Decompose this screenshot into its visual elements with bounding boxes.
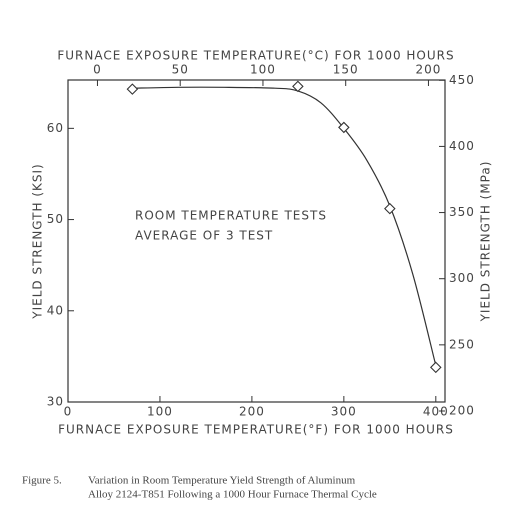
y2-tick-label: 300 — [449, 271, 475, 285]
y2-tick-label: 450 — [449, 73, 475, 87]
x-tick-label: 0 — [64, 405, 73, 419]
data-point — [292, 80, 304, 93]
y-tick-label: 30 — [47, 395, 64, 409]
caption-text: Variation in Room Temperature Yield Stre… — [88, 475, 356, 487]
x2-tick-label: 50 — [172, 63, 189, 77]
y2-tick-label: 350 — [449, 205, 475, 219]
y-tick-label: 40 — [47, 303, 64, 317]
annotation: AVERAGE OF 3 TEST — [135, 229, 273, 243]
y-tick-label: 60 — [47, 121, 64, 135]
data-point — [126, 83, 139, 95]
y2-axis-title: YIELD STRENGTH (MPa) — [479, 161, 493, 323]
data-point — [430, 361, 442, 374]
caption-label: Figure 5. — [22, 475, 62, 487]
y2-tick-label: 250 — [449, 337, 475, 351]
plot-frame — [67, 79, 446, 403]
caption-text: Alloy 2124-T851 Following a 1000 Hour Fu… — [88, 489, 377, 501]
y2-tick-label: 400 — [449, 139, 475, 153]
y-tick-label: 50 — [47, 212, 64, 226]
fit-curve — [132, 86, 437, 366]
x-tick-label: 300 — [331, 405, 357, 419]
data-point — [338, 121, 350, 134]
x2-tick-label: 0 — [93, 63, 102, 77]
x-tick-label: 200 — [239, 405, 265, 419]
x-tick-label: 100 — [147, 405, 173, 419]
y-axis-title: YIELD STRENGTH (KSI) — [31, 163, 45, 319]
data-point — [384, 202, 396, 215]
x-axis-title: FURNACE EXPOSURE TEMPERATURE(°F) FOR 100… — [58, 423, 454, 437]
x-tick-label: 400 — [423, 405, 449, 419]
x2-tick-label: 150 — [333, 63, 359, 77]
x2-tick-label: 100 — [250, 63, 276, 77]
x2-tick-label: 200 — [415, 63, 441, 77]
annotation: ROOM TEMPERATURE TESTS — [135, 209, 327, 223]
y2-tick-label: 200 — [449, 403, 475, 417]
top-axis-title: FURNACE EXPOSURE TEMPERATURE(°C) FOR 100… — [57, 49, 454, 63]
